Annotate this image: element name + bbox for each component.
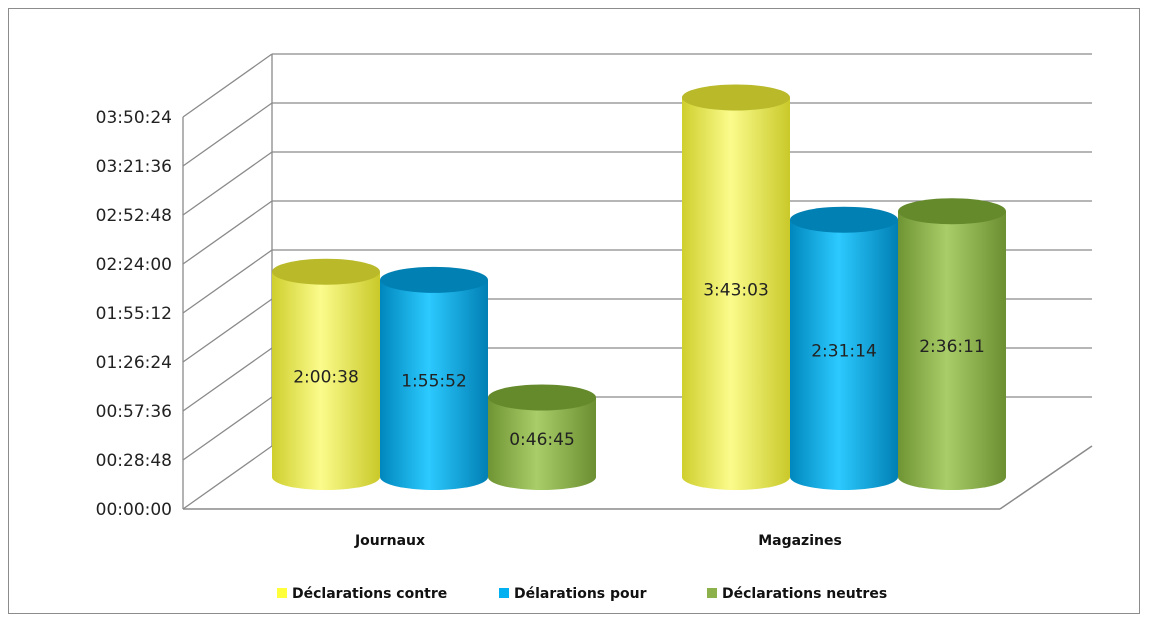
data-label: 2:00:38 [293,367,359,387]
legend-item: Déclarations neutres [707,586,887,602]
legend-swatch [499,588,509,598]
y-tick-label: 03:21:36 [96,157,172,177]
legend-swatch [707,588,717,598]
x-category-label: Magazines [758,533,842,549]
floor-right-edge [999,445,1093,510]
y-tick-label: 01:55:12 [96,304,172,324]
y-tick-label: 01:26:24 [96,353,172,373]
legend-item: Déclarations contre [277,586,447,602]
bar-body [488,397,596,490]
bar-body [898,211,1006,490]
data-label: 2:36:11 [919,337,985,357]
y-tick-label: 00:00:00 [96,500,172,520]
y-tick-label: 02:52:48 [96,206,172,226]
side-wall-gridline [182,200,273,265]
bars: 2:00:38 1:55:52 0:46:45 3:43:03 2:31:14 2:36:… [272,84,1006,490]
bar-cylinder: 2:31:14 [790,206,898,490]
y-tick-label: 02:24:00 [96,255,172,275]
side-wall-gridline [182,102,273,167]
side-wall-gridline [182,396,273,461]
legend-swatch [277,588,287,598]
legend-label: Délarations pour [514,586,647,602]
bar-top [898,198,1006,225]
x-axis-category-labels: Journaux Magazines [354,533,842,549]
bar-top [380,266,488,293]
bar-body [380,279,488,490]
data-label: 3:43:03 [703,280,769,300]
bar-cylinder: 2:36:11 [898,198,1006,490]
y-tick-label: 00:57:36 [96,402,172,422]
bar-body [682,97,790,490]
bar-top [682,84,790,111]
bar-top [790,206,898,233]
bar-body [790,219,898,490]
y-axis-tick-labels: 00:00:00 00:28:48 00:57:36 01:26:24 01:55:12… [96,108,172,520]
data-label: 0:46:45 [509,430,575,450]
y-tick-label: 00:28:48 [96,451,172,471]
side-wall-gridline [182,151,273,216]
side-wall-gridline [182,298,273,363]
bar-body [272,271,380,490]
data-label: 2:31:14 [811,341,877,361]
data-label: 1:55:52 [401,371,467,391]
bar-cylinder: 3:43:03 [682,84,790,490]
side-wall-gridline [182,347,273,412]
legend-item: Délarations pour [499,586,647,602]
bar-cylinder: 2:00:38 [272,258,380,490]
x-category-label: Journaux [354,533,425,549]
bar-top [488,384,596,411]
legend-label: Déclarations neutres [722,586,887,602]
side-wall-gridline [182,445,273,510]
side-wall-gridline [182,249,273,314]
y-tick-label: 03:50:24 [96,108,172,128]
legend-label: Déclarations contre [292,586,447,602]
bar-cylinder: 1:55:52 [380,266,488,490]
legend: Déclarations contre Délarations pour Décla… [277,586,887,602]
side-wall-gridline [182,53,273,118]
bar-cylinder: 0:46:45 [488,384,596,490]
bar-top [272,258,380,285]
